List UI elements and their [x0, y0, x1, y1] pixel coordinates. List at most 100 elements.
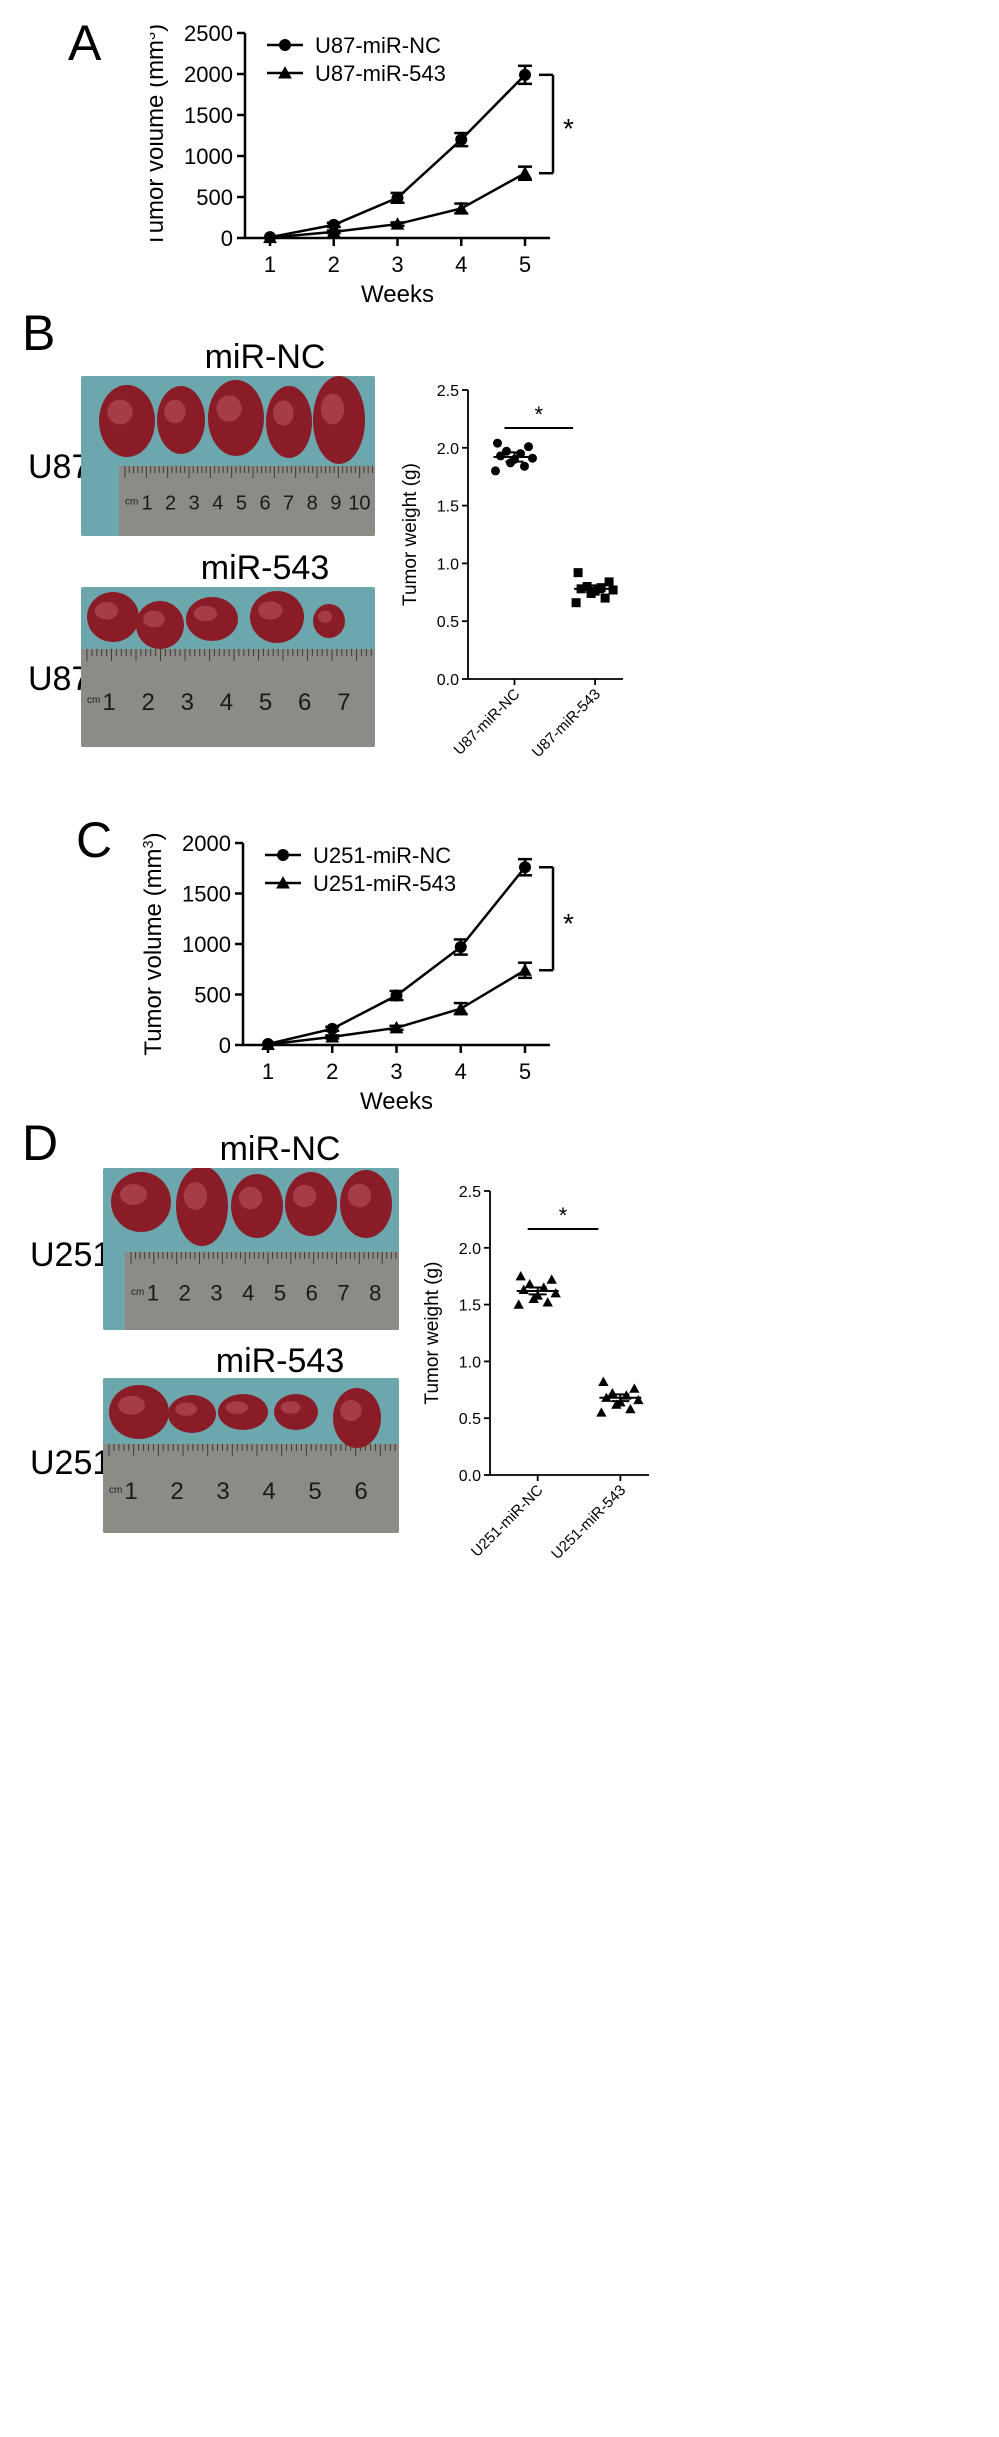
photo-b-top-title: miR-NC	[204, 338, 326, 376]
ruler-number: 6	[354, 1478, 367, 1505]
tumor-highlight	[143, 610, 165, 628]
significance-asterisk: *	[535, 402, 544, 427]
data-point	[571, 598, 581, 608]
data-point	[491, 466, 500, 476]
ruler	[119, 466, 375, 536]
x-tick-label: U251-miR-NC	[468, 1482, 547, 1561]
ruler-number: 5	[308, 1478, 321, 1505]
data-point	[327, 218, 340, 231]
y-tick-label: 1500	[184, 103, 233, 128]
x-tick-label: 1	[262, 1059, 274, 1084]
data-point	[600, 593, 610, 603]
data-point	[611, 1399, 622, 1409]
tumor	[218, 1394, 268, 1430]
tumor-photo-u87-mir-nc: cm 1 2 3 4 5 6 7 8 9 10	[81, 376, 375, 536]
ruler-cm-label: cm	[87, 695, 100, 706]
photo-canvas: cm 1 2 3 4 5 6 7 8	[103, 1168, 399, 1330]
x-axis-label: Weeks	[360, 1088, 433, 1115]
x-axis-label: Weeks	[361, 281, 434, 308]
data-point	[506, 458, 515, 468]
photo-b-top-row-label: U87	[28, 448, 91, 486]
data-point	[326, 224, 341, 238]
chart-b-tumor-weight-u87: 0.0 0.5 1.0 1.5 2.0 2.5 Tumor weight (g) U87-mi…	[400, 383, 623, 761]
y-tick-label: 1500	[182, 882, 231, 907]
data-point	[524, 1278, 535, 1289]
y-tick-label: 0	[221, 226, 233, 251]
ruler-number: 1	[141, 492, 152, 514]
tumor-photo-u251-mir-nc: cm 1 2 3 4 5 6 7 8	[103, 1168, 399, 1330]
tumor	[109, 1385, 169, 1439]
data-point	[513, 1299, 524, 1309]
photo-d-bottom-title: miR-543	[215, 1342, 345, 1380]
ruler-number: 6	[259, 492, 270, 514]
data-point	[391, 191, 404, 204]
ruler-number: 5	[274, 1280, 286, 1305]
ruler-number: 4	[220, 689, 233, 716]
data-point	[607, 1388, 618, 1398]
data-point	[546, 1274, 557, 1284]
tumor-highlight	[175, 1402, 197, 1416]
y-tick-label: 1000	[182, 932, 231, 957]
tumor-highlight	[317, 610, 333, 623]
data-point	[389, 1020, 404, 1034]
x-tick-label: U251-miR-543	[548, 1482, 629, 1563]
ruler-number: 2	[141, 689, 154, 716]
y-tick-label: 2.0	[437, 441, 459, 458]
significance-asterisk: *	[563, 908, 574, 939]
data-point	[454, 941, 467, 954]
tumor-highlight	[107, 399, 133, 425]
ruler-number: 2	[170, 1478, 183, 1505]
data-point	[528, 453, 537, 463]
data-point	[496, 451, 505, 461]
data-point	[582, 582, 592, 592]
data-point	[596, 1407, 607, 1417]
tumor-highlight	[292, 1184, 317, 1208]
ruler-number: 3	[189, 492, 200, 514]
y-tick-label: 2000	[182, 831, 231, 856]
x-tick-label: 4	[455, 1059, 467, 1084]
y-tick-label: 1.5	[437, 499, 459, 516]
legend-label: U87-miR-543	[315, 61, 446, 86]
tumor	[285, 1172, 337, 1236]
tumor	[313, 604, 345, 638]
data-point	[261, 1037, 275, 1051]
photo-canvas: cm 1 2 3 4 5 6 7	[81, 587, 375, 747]
tumor	[313, 376, 365, 464]
y-axis-label: Tumor weight (g)	[424, 1262, 443, 1405]
panel-letter-b: B	[22, 305, 56, 361]
data-point	[573, 568, 583, 578]
chart-a-tumor-volume-u87: 0 500 1000 1500 2000 2500 1 2 3 4 5 Weeks Tumor volu…	[150, 21, 574, 308]
tumor	[340, 1170, 392, 1238]
tumor-highlight	[216, 395, 242, 422]
ruler-number: 8	[307, 492, 318, 514]
data-point	[519, 68, 531, 81]
tumor	[274, 1394, 318, 1430]
x-tick-label: 5	[519, 1059, 531, 1084]
tumor-highlight	[183, 1182, 208, 1210]
tumor-photo-u87-mir-543: cm 1 2 3 4 5 6 7	[81, 587, 375, 747]
tumor-photo-u251-mir-543: cm 1 2 3 4 5 6	[103, 1378, 399, 1533]
y-axis-label: Tumor volume (mm3)	[150, 24, 169, 247]
panel-letter-a: A	[68, 15, 102, 71]
data-point	[629, 1383, 640, 1393]
tumor-highlight	[340, 1400, 362, 1421]
photo-d-bottom-row-label: U251	[30, 1444, 112, 1482]
y-tick-label: 0.5	[437, 614, 459, 631]
ruler-number: 10	[348, 492, 370, 514]
ruler-number: 7	[337, 689, 350, 716]
y-tick-label: 1.0	[459, 1354, 481, 1371]
data-point	[542, 1297, 553, 1307]
tumor	[136, 601, 184, 649]
y-tick-label: 2500	[184, 21, 233, 46]
tumor	[111, 1172, 171, 1232]
tumor	[266, 386, 312, 458]
tumor-highlight	[193, 605, 218, 622]
data-point	[608, 585, 618, 595]
data-point	[524, 442, 533, 452]
data-point	[515, 1271, 526, 1281]
tumor	[186, 597, 238, 641]
data-point	[604, 577, 614, 587]
x-tick-label: 3	[390, 1059, 402, 1084]
data-point	[586, 588, 596, 598]
y-axis-label: Tumor weight (g)	[400, 463, 421, 606]
